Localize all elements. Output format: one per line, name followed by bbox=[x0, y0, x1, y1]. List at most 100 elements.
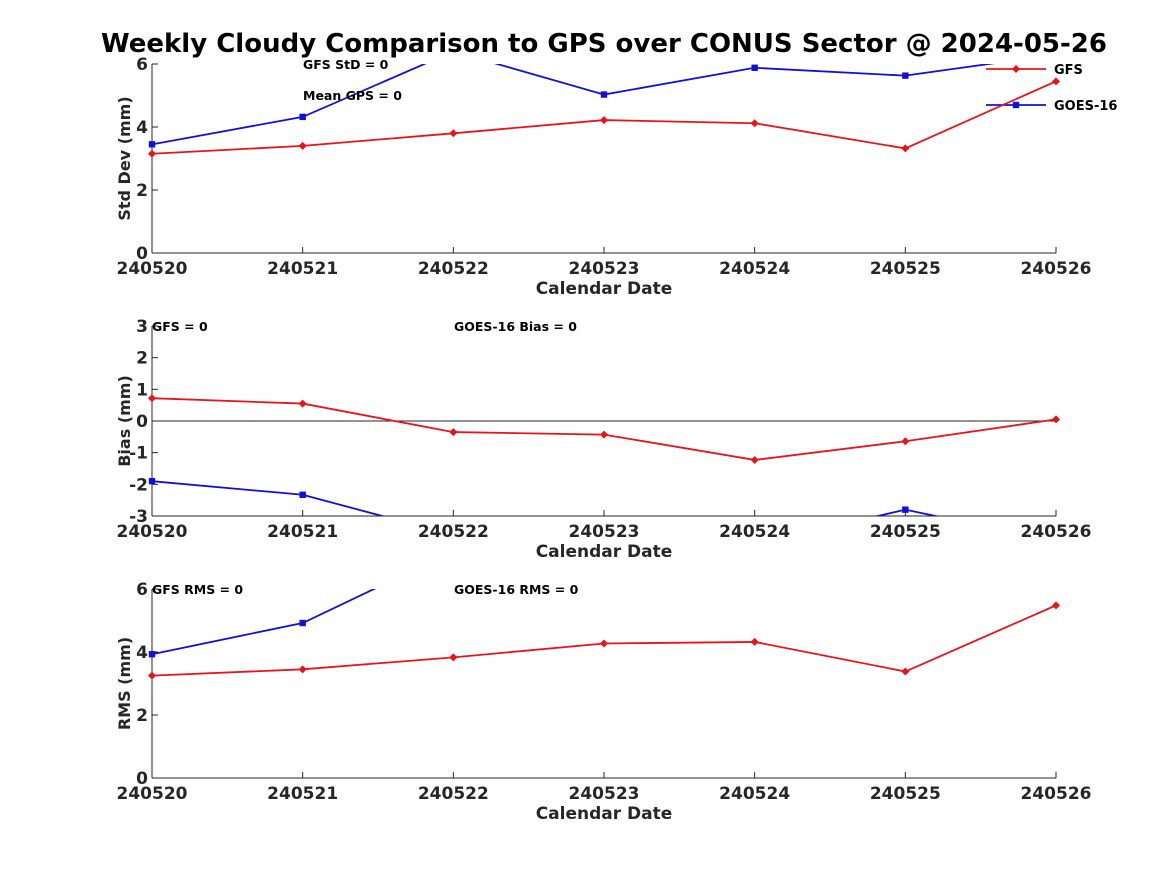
y-tick-label: 2 bbox=[136, 706, 148, 726]
legend: GFS GOES-16 bbox=[986, 63, 1117, 114]
data-point bbox=[449, 428, 458, 437]
annotation: GFS RMS = 0 bbox=[152, 582, 243, 597]
y-tick-label: -1 bbox=[129, 444, 148, 464]
data-point bbox=[901, 144, 910, 153]
x-axis-label: Calendar Date bbox=[536, 279, 673, 299]
data-point bbox=[1052, 77, 1060, 86]
y-axis-label: RMS (mm) bbox=[115, 637, 134, 730]
annotation: GFS StD = 0 bbox=[303, 57, 389, 72]
data-point bbox=[449, 129, 458, 138]
series-gfs bbox=[148, 394, 1060, 464]
series-goes-16 bbox=[148, 548, 456, 658]
data-point bbox=[299, 619, 306, 627]
data-point bbox=[901, 437, 910, 446]
data-point bbox=[751, 64, 758, 71]
data-point bbox=[449, 653, 458, 662]
x-tick-label: 240523 bbox=[569, 784, 640, 804]
series-line bbox=[151, 589, 377, 656]
data-point bbox=[148, 141, 156, 148]
x-tick-label: 240521 bbox=[267, 522, 338, 542]
data-point bbox=[600, 430, 608, 439]
x-tick-label: 240525 bbox=[870, 522, 941, 542]
series-gfs bbox=[148, 77, 1060, 158]
data-point bbox=[600, 116, 608, 125]
y-tick-label: 0 bbox=[136, 244, 148, 264]
data-point bbox=[450, 548, 456, 554]
data-point bbox=[1052, 415, 1060, 424]
y-tick-label: 0 bbox=[136, 412, 148, 432]
data-point bbox=[600, 639, 608, 648]
x-tick-label: 240524 bbox=[719, 259, 790, 279]
y-tick-label: 0 bbox=[136, 769, 148, 789]
x-axis-label: Calendar Date bbox=[536, 804, 673, 824]
x-tick-label: 240523 bbox=[569, 522, 640, 542]
panel-3: 0 2 4 6 240520 240521 240522 240523 240524 240525… bbox=[115, 548, 1092, 824]
data-point bbox=[148, 394, 156, 403]
data-point bbox=[901, 667, 910, 676]
x-tick-label: 240523 bbox=[569, 259, 640, 279]
series-goes-16 bbox=[148, 64, 996, 148]
data-point bbox=[148, 671, 156, 680]
x-tick-label: 240521 bbox=[267, 259, 338, 279]
panel-1: 0 2 4 6 240520 240521 240522 240523 240524 240525… bbox=[115, 55, 1092, 299]
legend-swatch-marker bbox=[1012, 101, 1020, 109]
y-tick-label: 3 bbox=[136, 317, 148, 337]
series-line bbox=[151, 64, 996, 146]
y-tick-label: 6 bbox=[136, 55, 148, 75]
series-line bbox=[151, 397, 1057, 461]
x-tick-label: 240520 bbox=[117, 784, 188, 804]
y-tick-label: 1 bbox=[136, 380, 148, 400]
panel-2: -3 -2 -1 0 1 2 3 240520 240521 240522 240523 240524… bbox=[115, 317, 1091, 562]
x-tick-label: 240525 bbox=[870, 784, 941, 804]
series-gfs bbox=[148, 601, 1060, 680]
data-point bbox=[298, 141, 307, 150]
data-point bbox=[600, 91, 608, 98]
data-point bbox=[751, 541, 757, 547]
y-tick-label: 2 bbox=[136, 349, 148, 369]
y-tick-label: -2 bbox=[129, 475, 148, 495]
chart-title: Weekly Cloudy Comparison to GPS over CON… bbox=[101, 29, 1107, 59]
x-tick-label: 240522 bbox=[418, 259, 489, 279]
legend-entry: GOES-16 bbox=[986, 99, 1117, 114]
data-point bbox=[298, 399, 307, 408]
data-point bbox=[750, 637, 759, 646]
x-tick-label: 240520 bbox=[117, 259, 188, 279]
y-axis-label: Bias (mm) bbox=[115, 375, 134, 467]
annotation: Mean GPS = 0 bbox=[303, 88, 402, 103]
data-point bbox=[299, 491, 306, 498]
annotation: GOES-16 RMS = 0 bbox=[454, 582, 579, 597]
legend-entry: GFS bbox=[986, 63, 1083, 78]
data-point bbox=[298, 665, 307, 674]
x-tick-label: 240524 bbox=[719, 784, 790, 804]
x-tick-label: 240522 bbox=[418, 784, 489, 804]
data-point bbox=[902, 72, 909, 79]
x-tick-label: 240526 bbox=[1021, 259, 1092, 279]
data-point bbox=[1052, 601, 1060, 610]
legend-swatch-marker bbox=[1012, 65, 1020, 73]
data-point bbox=[750, 119, 759, 128]
x-tick-label: 240522 bbox=[418, 522, 489, 542]
data-point bbox=[148, 149, 156, 158]
x-tick-label: 240526 bbox=[1021, 784, 1092, 804]
annotation: GOES-16 Bias = 0 bbox=[454, 319, 577, 334]
y-tick-label: 6 bbox=[136, 580, 148, 600]
data-point bbox=[299, 113, 306, 121]
y-tick-label: -3 bbox=[129, 507, 148, 527]
data-point bbox=[750, 455, 759, 464]
y-tick-label: 4 bbox=[136, 118, 148, 138]
x-tick-label: 240524 bbox=[719, 522, 790, 542]
legend-label: GOES-16 bbox=[1054, 99, 1117, 114]
y-tick-label: 2 bbox=[136, 181, 148, 201]
x-tick-label: 240525 bbox=[870, 259, 941, 279]
y-axis-label: Std Dev (mm) bbox=[115, 96, 134, 220]
x-tick-label: 240520 bbox=[117, 522, 188, 542]
y-tick-label: 4 bbox=[136, 643, 148, 663]
series-goes-16 bbox=[148, 477, 940, 547]
legend-label: GFS bbox=[1054, 63, 1083, 78]
annotation: GFS = 0 bbox=[152, 319, 208, 334]
data-point bbox=[148, 477, 156, 485]
data-point bbox=[148, 651, 156, 658]
x-tick-label: 240521 bbox=[267, 784, 338, 804]
x-axis-label: Calendar Date bbox=[536, 542, 673, 562]
